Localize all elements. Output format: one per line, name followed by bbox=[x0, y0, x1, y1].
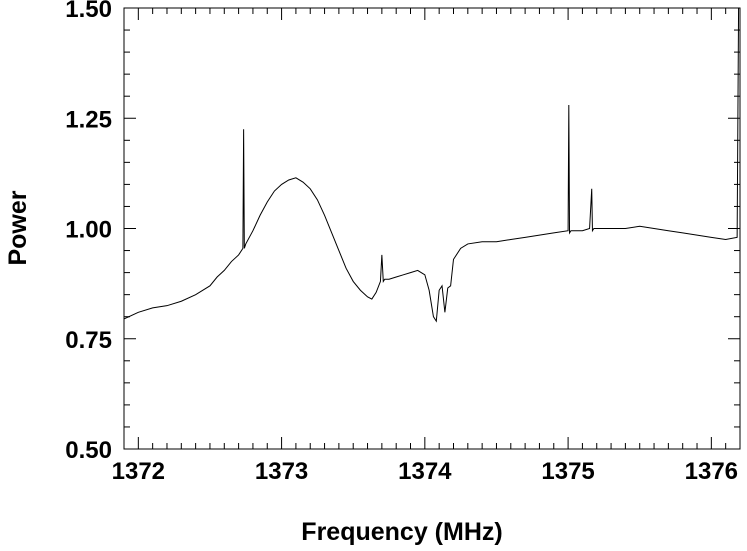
x-axis-title: Frequency (MHz) bbox=[301, 518, 502, 546]
x-tick-label: 1372 bbox=[112, 458, 165, 485]
y-axis-title: Power bbox=[4, 190, 32, 265]
x-axis: 1372 1373 1374 1375 1376 bbox=[112, 8, 741, 485]
y-tick-label: 0.75 bbox=[65, 327, 112, 354]
series-line bbox=[123, 7, 740, 323]
y-tick-label: 1.25 bbox=[65, 106, 112, 133]
y-tick-label: 1.50 bbox=[65, 0, 112, 23]
y-tick-label: 0.50 bbox=[65, 437, 112, 464]
x-tick-label: 1373 bbox=[255, 458, 308, 485]
x-tick-label: 1376 bbox=[685, 458, 738, 485]
plot-frame bbox=[123, 7, 741, 450]
y-tick-label: 1.00 bbox=[65, 217, 112, 244]
x-tick-label: 1375 bbox=[541, 458, 594, 485]
x-tick-label: 1374 bbox=[398, 458, 452, 485]
y-axis: 0.50 0.75 1.00 1.25 1.50 bbox=[65, 0, 740, 464]
